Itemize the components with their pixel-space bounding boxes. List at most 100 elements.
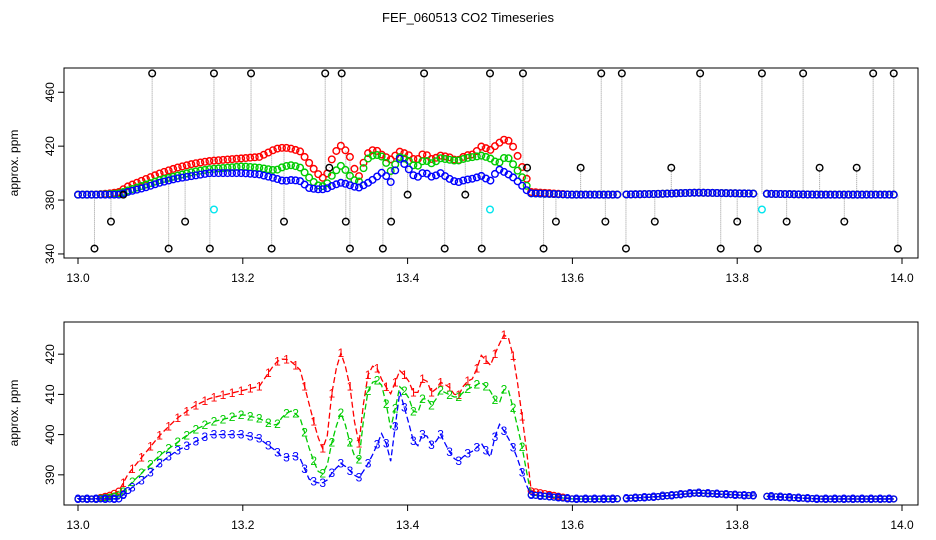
series-1-point [237, 154, 246, 163]
series-2-marker: 2 [365, 384, 372, 398]
series-3-marker: 3 [283, 451, 290, 465]
series-1-point [427, 154, 436, 163]
outlier-point [852, 163, 861, 172]
series-3-point [772, 493, 780, 501]
series-3-point [268, 173, 277, 182]
series-3-marker: 3 [247, 429, 254, 443]
series-3-point [853, 495, 862, 503]
series-1-marker: 1 [483, 353, 490, 367]
series-3-point [124, 487, 132, 495]
series-2-marker: 2 [202, 418, 209, 432]
series-3-point [744, 189, 753, 198]
outlier-point [205, 244, 214, 253]
series-3-point [518, 181, 527, 190]
series-3-marker: 3 [301, 462, 308, 476]
series-2-point [115, 491, 123, 499]
series-3-point [568, 495, 576, 503]
series-3-marker: 3 [138, 474, 145, 488]
series-3-point [196, 170, 205, 179]
series-3-marker: 3 [374, 438, 381, 452]
series-3-point [794, 494, 803, 502]
series-2-point [305, 173, 314, 182]
series-3-point [885, 190, 894, 199]
series-3-point [703, 188, 712, 197]
series-1-point [332, 146, 341, 155]
series-3-marker: 3 [483, 444, 490, 458]
series-3-point [626, 190, 635, 199]
series-3-point [685, 188, 694, 197]
outlier-point [782, 217, 791, 226]
series-3-point [686, 489, 694, 498]
series-2-marker: 2 [464, 382, 471, 396]
series-1-point [296, 147, 305, 156]
series-3-point [654, 493, 662, 501]
series-1-point [282, 143, 291, 152]
series-1-point [255, 152, 264, 161]
series-2-marker: 2 [347, 436, 354, 450]
series-3-point [681, 188, 690, 197]
series-3-point [336, 178, 345, 187]
series-3-point [736, 491, 744, 499]
series-3-marker: 3 [813, 492, 820, 506]
series-3-point [536, 492, 544, 500]
series-3-point [880, 190, 889, 199]
series-1-point [509, 142, 518, 151]
series-1-point [187, 160, 196, 169]
series-2-point [341, 165, 350, 174]
series-1-marker: 1 [202, 394, 209, 408]
series-2-point [382, 158, 391, 167]
series-3-marker: 3 [510, 440, 517, 454]
series-1-marker: 1 [319, 442, 326, 456]
series-2-marker: 2 [356, 453, 363, 467]
series-2-marker: 2 [220, 412, 227, 426]
series-3-point [613, 495, 621, 503]
outlier-point [539, 244, 548, 253]
series-1-marker: 1 [419, 372, 426, 386]
series-3-point [591, 495, 599, 503]
outlier-point [247, 69, 256, 78]
series-3-marker: 3 [555, 491, 562, 505]
series-2-point [173, 171, 182, 180]
series-2-point [151, 177, 160, 186]
series-3-marker: 3 [841, 492, 848, 506]
series-3-point [776, 190, 785, 199]
y-tick-label: 410 [43, 384, 57, 404]
series-3-point [690, 489, 698, 497]
series-3-marker: 3 [650, 490, 657, 504]
series-3-point [590, 190, 599, 199]
series-3-point [205, 169, 214, 178]
series-3-point [83, 495, 91, 503]
series-3-marker: 3 [365, 457, 372, 471]
series-2-point [164, 173, 173, 182]
series-2-point [209, 164, 218, 173]
x-tick-label: 13.8 [726, 271, 750, 285]
series-3-point [97, 495, 105, 503]
series-3-point [350, 182, 359, 191]
series-3-point [106, 495, 114, 503]
series-3-point [867, 495, 875, 503]
series-1-marker: 1 [328, 387, 335, 401]
series-3-point [613, 190, 622, 199]
series-2-point [359, 164, 368, 173]
series-3-point [817, 495, 825, 503]
series-3-point [427, 172, 436, 181]
series-2-marker: 2 [292, 407, 299, 421]
series-3-marker: 3 [732, 488, 739, 502]
outlier-point [621, 244, 630, 253]
series-2-marker: 2 [338, 406, 345, 420]
series-2-line [78, 379, 618, 500]
series-3-marker: 3 [75, 492, 82, 506]
series-1-point [513, 151, 522, 160]
series-3-point [169, 175, 178, 184]
series-3-point [354, 183, 363, 192]
series-1-marker: 1 [446, 381, 453, 395]
series-3-point [785, 493, 794, 502]
series-1-point [241, 154, 250, 163]
series-2-marker: 2 [401, 384, 408, 398]
series-3-marker: 3 [174, 443, 181, 457]
series-3-point [314, 185, 323, 194]
outlier-point [181, 217, 190, 226]
series-3-marker: 3 [832, 492, 839, 506]
series-3-point [608, 190, 617, 199]
series-3-marker: 3 [886, 492, 893, 506]
